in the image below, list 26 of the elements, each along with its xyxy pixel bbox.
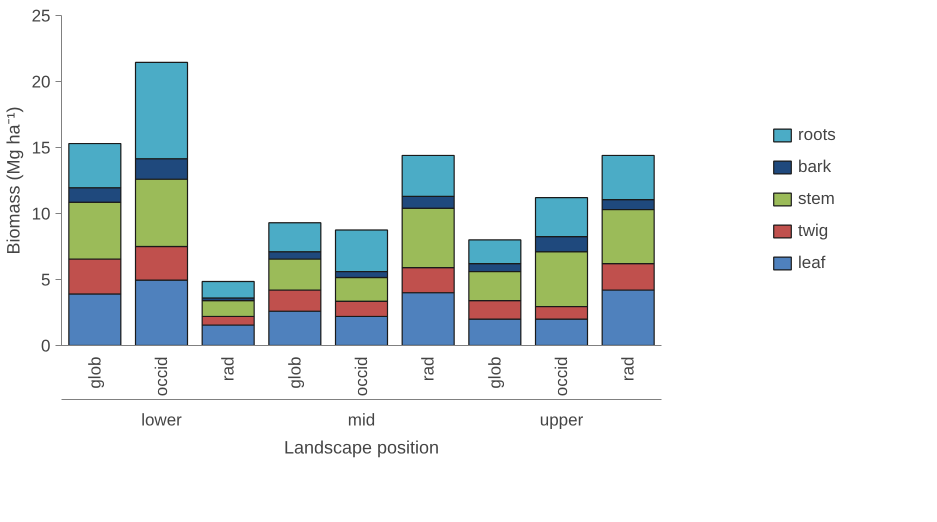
y-tick-label: 25 <box>32 6 51 26</box>
y-tick-label: 20 <box>32 72 51 92</box>
x-tick-label: rad <box>418 356 438 382</box>
legend-label: roots <box>798 125 836 145</box>
text: mid <box>348 410 376 430</box>
bar <box>202 280 255 299</box>
x-tick-label: rad <box>618 356 638 382</box>
x-tick-label: occid <box>352 356 371 396</box>
text: lower <box>141 410 182 430</box>
x-tick-label: rad <box>218 356 238 382</box>
x-tick-label: glob <box>85 356 104 389</box>
y-tick-label: 15 <box>32 138 51 158</box>
y-tick-label: 0 <box>41 336 51 356</box>
legend-label: bark <box>798 157 832 177</box>
y-tick-label: 10 <box>32 204 51 224</box>
legend-label: leaf <box>798 253 826 273</box>
x-tick-label: glob <box>285 356 304 389</box>
x-tick-label: occid <box>552 356 571 396</box>
legend-label: stem <box>798 189 835 209</box>
x-tick-label: glob <box>485 356 504 389</box>
x-axis-title: Landscape position <box>284 438 440 458</box>
legend-label: twig <box>798 221 828 241</box>
y-axis-title: Biomass (Mg ha⁻¹) <box>4 106 24 255</box>
y-tick-label: 5 <box>41 270 51 290</box>
text: upper <box>540 410 584 430</box>
x-tick-label: occid <box>152 356 171 396</box>
